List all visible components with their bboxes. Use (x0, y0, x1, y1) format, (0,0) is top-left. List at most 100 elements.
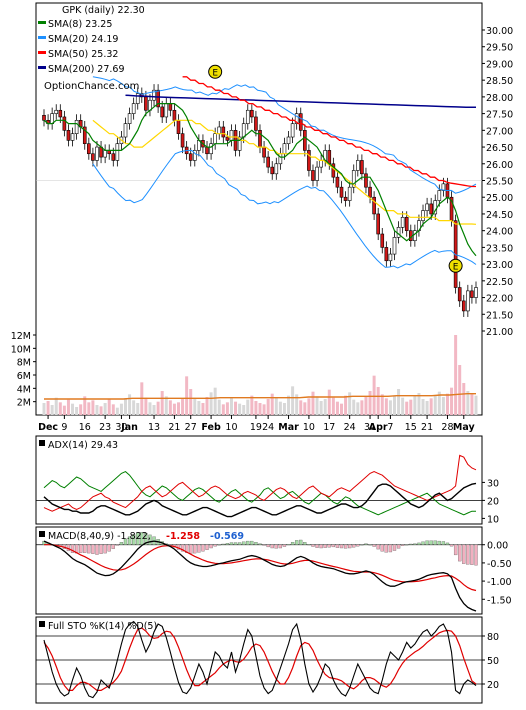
macd-histogram-bar (315, 544, 319, 548)
macd-histogram-bar (376, 544, 380, 550)
adx-tick-label: 30 (487, 478, 499, 489)
price-tick-label: 29.00 (486, 59, 513, 70)
x-tick-label: 30 (115, 422, 127, 433)
volume-bar (262, 404, 266, 415)
macd-histogram-bar (348, 544, 352, 549)
price-tick-label: 23.50 (486, 243, 513, 254)
candle-body (319, 160, 323, 168)
volume-bar (433, 395, 437, 415)
macd-label: MACD(8,40,9) -1.822, (48, 531, 151, 542)
candle-body (339, 186, 344, 198)
volume-bar (340, 403, 344, 415)
volume-bar (217, 399, 221, 415)
macd-signal-value: -1.258 (166, 531, 200, 542)
candle-body (160, 106, 164, 118)
volume-tick-label: 2M (17, 398, 31, 409)
volume-bar (274, 397, 278, 415)
volume-tick-label: 4M (17, 384, 31, 395)
earnings-marker-label: E (453, 262, 459, 272)
volume-bar (331, 397, 335, 415)
volume-bar (474, 395, 478, 415)
volume-bar (168, 400, 172, 415)
sto-tick-label: 50 (487, 656, 499, 667)
candle-body (205, 146, 209, 155)
volume-bar (107, 399, 111, 415)
macd-histogram-bar (213, 544, 217, 547)
candle-body (164, 103, 169, 118)
volume-bar (99, 406, 103, 415)
candle-body (217, 126, 222, 134)
price-moving-averages (43, 76, 477, 269)
candle-body (270, 166, 275, 175)
volume-bar (417, 393, 421, 415)
candle-body (123, 123, 128, 138)
x-tick-label: 31 (364, 422, 376, 433)
volume-bar (299, 400, 303, 415)
sto-legend-swatch (39, 621, 45, 627)
macd-indicator: 0.00 -0.50 -1.00 -1.50 (36, 532, 512, 612)
macd-histogram-bar (250, 540, 254, 545)
price-tick-label: 21.00 (486, 327, 513, 338)
candle-body (298, 113, 303, 131)
volume-bar (172, 403, 176, 415)
macd-histogram-bar (392, 544, 397, 551)
earnings-marker (208, 64, 223, 79)
volume-bar (164, 396, 168, 415)
volume-tick-label: 8M (17, 358, 31, 369)
volume-bar (50, 405, 54, 415)
macd-histogram-bar (221, 543, 225, 545)
volume-bar (409, 399, 413, 415)
candle-body (307, 150, 311, 171)
volume-bar (254, 401, 258, 415)
candle-body (188, 153, 193, 161)
candle-body (42, 114, 46, 121)
volume-bar (429, 398, 433, 415)
volume-bar (54, 397, 58, 415)
volume-bar (176, 402, 180, 415)
macd-histogram-bar (237, 542, 242, 545)
candle-body (115, 143, 120, 161)
macd-histogram-bar (368, 544, 372, 546)
x-tick-label: 9 (61, 422, 67, 433)
candle-body (425, 203, 429, 211)
volume-bar (364, 397, 368, 415)
candle-body (360, 160, 364, 175)
plus-di-line (43, 471, 476, 516)
volume-bar (152, 405, 156, 415)
volume-bar (323, 399, 327, 415)
volume-bar (132, 400, 136, 415)
macd-histogram-bar (405, 544, 409, 546)
macd-histogram-bar (458, 544, 462, 562)
candle-body (237, 136, 242, 151)
volume-bar (136, 403, 140, 415)
candle-body (470, 290, 474, 298)
macd-histogram-bar (127, 536, 132, 545)
volume-tick-label: 12M (11, 331, 31, 342)
stochastic-indicator: 80 50 20 (36, 620, 499, 699)
x-tick-label: 15 (405, 422, 417, 433)
candle-body (95, 146, 99, 161)
volume-bar (315, 396, 319, 415)
candle-body (82, 126, 87, 145)
macd-histogram-bar (474, 544, 478, 566)
legend-swatch-sma50 (38, 51, 46, 54)
candle-body (131, 103, 136, 114)
macd-histogram-bar (91, 544, 95, 554)
macd-histogram-bar (79, 544, 83, 553)
macd-histogram-bar (229, 542, 234, 545)
volume-bar (291, 386, 295, 415)
volume-bar (270, 393, 274, 415)
price-tick-label: 22.50 (486, 277, 513, 288)
sto-d-line (43, 627, 477, 691)
adx-tick-label: 10 (487, 514, 499, 525)
volume-bar (360, 400, 364, 415)
volume-bar (413, 395, 417, 415)
volume-bar (441, 397, 445, 415)
macd-histogram-bar (148, 534, 152, 545)
macd-histogram-bar (372, 544, 376, 547)
macd-line (43, 540, 477, 612)
candle-body (258, 130, 262, 148)
volume-bar (295, 394, 299, 415)
